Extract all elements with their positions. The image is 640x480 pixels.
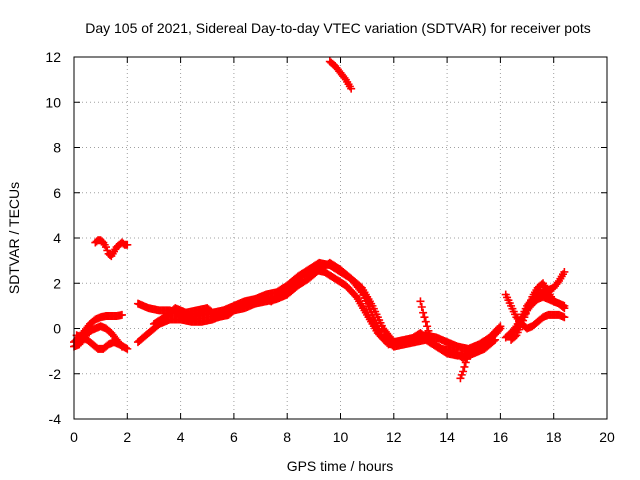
data-point [421,317,430,326]
y-tick-label: 4 [53,230,61,246]
x-tick-label: 0 [70,429,78,445]
data-point [469,344,478,353]
data-point [423,322,432,331]
series-track-3 [72,331,132,353]
data-point [419,308,428,317]
y-axis-label: SDTVAR / TECUs [6,182,22,294]
x-axis-label: GPS time / hours [287,458,394,474]
data-point [117,310,126,319]
data-point [347,84,356,93]
y-tick-label: 6 [53,185,61,201]
series-track-14 [512,292,569,333]
data-point [123,240,132,249]
y-tick-label: 2 [53,275,61,291]
data-point [417,303,426,312]
series-track-7 [149,265,500,362]
y-tick-labels: -4 -2 0 2 4 6 8 10 12 [45,49,61,427]
data-point [420,313,429,322]
data-point [496,324,505,333]
series-track-8 [325,57,356,93]
y-tick-label: 0 [53,321,61,337]
x-tick-label: 6 [230,429,238,445]
data-point [460,362,469,371]
data-point [416,297,425,306]
x-tick-label: 20 [599,429,615,445]
data-point [123,344,132,353]
x-tick-label: 8 [283,429,291,445]
data-point [459,367,468,376]
series-track-10 [456,344,478,383]
data-point [427,333,436,342]
data-point [489,336,498,345]
data-point [495,325,504,334]
y-tick-label: -2 [49,366,62,382]
x-tick-label: 10 [333,429,349,445]
data-point [468,345,477,354]
data-point [491,335,500,344]
x-tick-labels: 0 2 4 6 8 10 12 14 16 18 20 [70,429,615,445]
y-tick-label: 10 [45,94,61,110]
chart-title: Day 105 of 2021, Sidereal Day-to-day VTE… [85,20,591,36]
y-tick-label: 12 [45,49,61,65]
x-tick-label: 16 [493,429,509,445]
plot-frame [73,56,608,420]
y-tick-label: -4 [49,411,62,427]
series-track-9 [416,297,436,342]
data-point [560,301,569,310]
x-tick-label: 2 [123,429,131,445]
x-tick-label: 18 [546,429,562,445]
x-tick-label: 4 [177,429,185,445]
series-track-4 [91,236,132,261]
data-points [70,57,569,383]
data-point [560,313,569,322]
x-tick-label: 14 [439,429,455,445]
data-point [356,286,365,295]
x-tick-label: 12 [386,429,402,445]
y-tick-label: 8 [53,140,61,156]
data-point [560,267,569,276]
